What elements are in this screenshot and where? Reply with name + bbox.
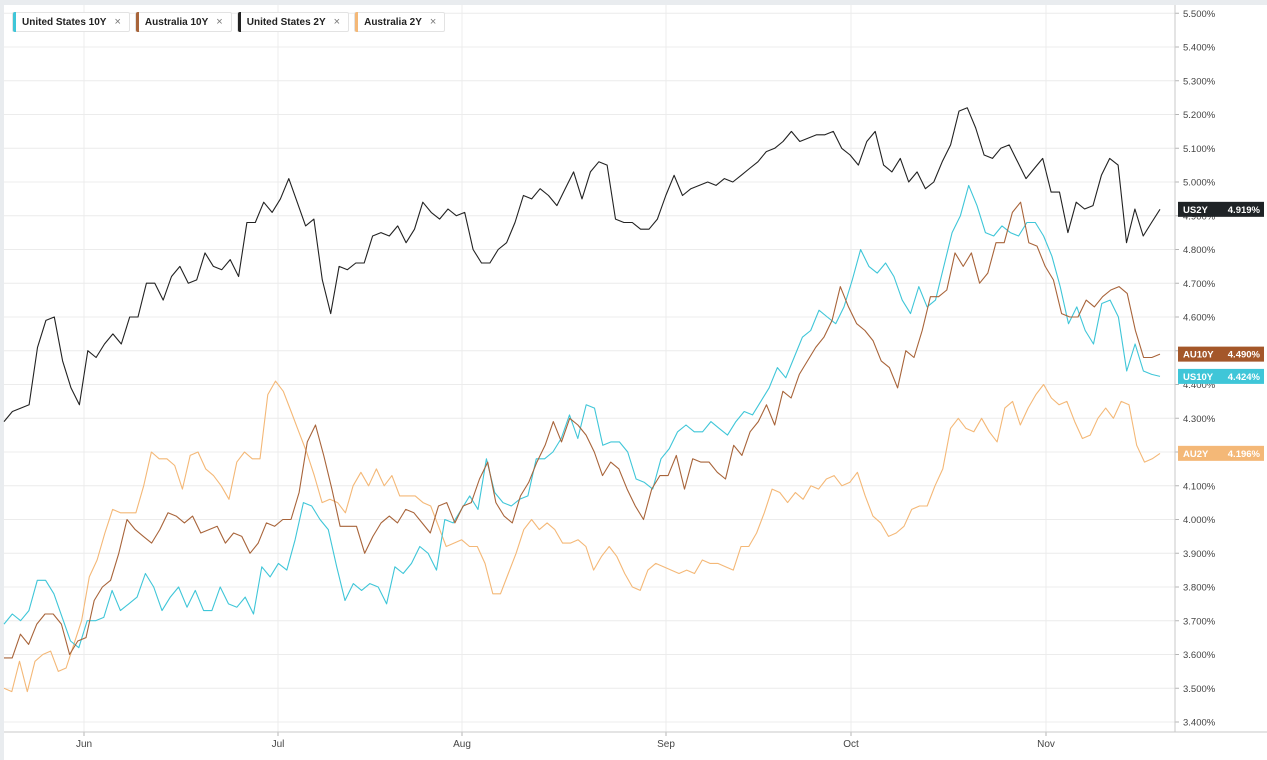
y-tick-label: 3.900% <box>1183 549 1216 560</box>
y-tick-label: 3.700% <box>1183 616 1216 627</box>
last-value-number: 4.196% <box>1228 449 1261 460</box>
y-tick-label: 4.100% <box>1183 481 1216 492</box>
x-tick-label: Oct <box>843 739 859 750</box>
y-tick-label: 4.800% <box>1183 245 1216 256</box>
legend-swatch-us10y <box>13 12 16 32</box>
last-value-series-tag: AU10Y <box>1183 350 1214 361</box>
legend-label: Australia 2Y <box>364 16 422 28</box>
y-tick-label: 5.500% <box>1183 9 1216 20</box>
last-value-tag-us2 <box>1178 201 1264 217</box>
x-tick-label: Aug <box>453 739 471 750</box>
legend-chip-us2y[interactable]: United States 2Y × <box>236 12 350 32</box>
last-value-number: 4.424% <box>1228 372 1261 383</box>
y-tick-label: 5.400% <box>1183 43 1216 54</box>
last-value-series-tag: US2Y <box>1183 205 1208 216</box>
y-tick-label: 3.600% <box>1183 650 1216 661</box>
last-value-tag-au2 <box>1178 445 1264 461</box>
x-tick-label: Jun <box>76 739 92 750</box>
series-line-au10[interactable] <box>4 201 1161 659</box>
y-tick-label: 4.400% <box>1183 380 1216 391</box>
last-value-series-tag: AU2Y <box>1183 449 1209 460</box>
remove-series-icon[interactable]: × <box>429 16 437 28</box>
x-tick-label: Sep <box>657 739 675 750</box>
last-value-number: 4.919% <box>1228 205 1261 216</box>
legend-swatch-au2y <box>355 12 359 32</box>
x-tick-label: Nov <box>1037 739 1055 750</box>
last-value-series-tag: US10Y <box>1183 372 1214 383</box>
y-tick-label: 4.700% <box>1183 279 1216 290</box>
top-border <box>0 0 1267 5</box>
series-line-us2[interactable] <box>3 107 1161 422</box>
y-tick-label: 5.300% <box>1183 76 1216 87</box>
y-tick-label: 4.600% <box>1183 313 1216 324</box>
x-tick-label: Jul <box>272 739 285 750</box>
y-tick-label: 3.400% <box>1183 718 1216 729</box>
remove-series-icon[interactable]: × <box>114 16 121 28</box>
y-tick-label: 5.000% <box>1183 178 1216 189</box>
legend-label: United States 2Y <box>246 16 326 28</box>
left-border <box>0 0 4 760</box>
series-line-us10[interactable] <box>3 184 1161 649</box>
y-tick-label: 3.500% <box>1183 684 1216 695</box>
legend-swatch-au10y <box>135 12 139 32</box>
remove-series-icon[interactable]: × <box>333 16 341 28</box>
last-value-number: 4.490% <box>1228 350 1261 361</box>
legend-chip-us10y[interactable]: United States 10Y × <box>12 12 130 32</box>
y-tick-label: 3.800% <box>1183 583 1216 594</box>
legend: United States 10Y × Australia 10Y × Unit… <box>12 12 446 32</box>
y-tick-label: 4.300% <box>1183 414 1216 425</box>
last-value-tag-us10 <box>1178 368 1264 384</box>
legend-chip-au10y[interactable]: Australia 10Y × <box>134 12 232 32</box>
y-tick-label: 4.000% <box>1183 515 1216 526</box>
legend-chip-au2y[interactable]: Australia 2Y × <box>354 12 446 32</box>
legend-swatch-us2y <box>237 12 241 32</box>
legend-label: Australia 10Y <box>144 16 209 28</box>
legend-label: United States 10Y <box>22 16 107 28</box>
remove-series-icon[interactable]: × <box>216 16 223 28</box>
y-tick-label: 5.200% <box>1183 110 1216 121</box>
y-tick-label: 5.100% <box>1183 144 1216 155</box>
last-value-tag-au10 <box>1178 346 1264 362</box>
series-line-au2[interactable] <box>3 380 1161 693</box>
